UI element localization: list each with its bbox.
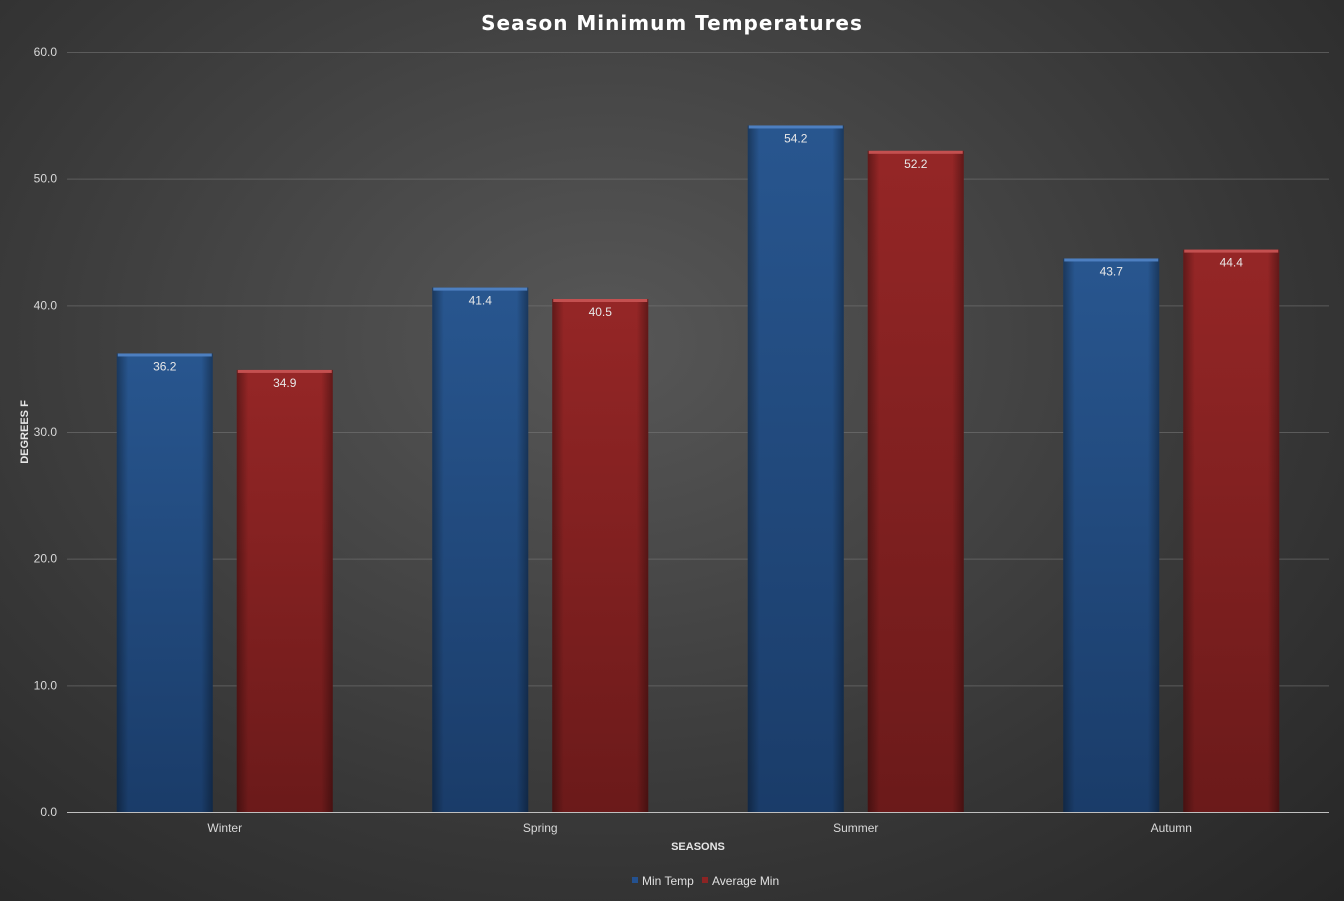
- legend-swatch-min-temp: [632, 877, 638, 883]
- legend-label-min-temp: Min Temp: [642, 874, 694, 888]
- bar-cap-winter-min-temp: [117, 353, 212, 357]
- x-tick-label-winter: Winter: [207, 821, 242, 835]
- data-label-autumn-min-temp: 43.7: [1100, 264, 1124, 278]
- data-labels: 36.2 34.9 41.4 40.5 54.2 52.2 43.7 44.4: [153, 131, 1243, 389]
- bar-shade-autumn-average-min: [1183, 249, 1280, 813]
- bar-shade-autumn-min-temp: [1063, 258, 1160, 812]
- bar-shade-spring-min-temp: [432, 287, 529, 813]
- data-label-spring-min-temp: 41.4: [469, 294, 493, 308]
- bar-cap-summer-average-min: [868, 150, 963, 154]
- bar-shade-summer-min-temp: [747, 125, 844, 812]
- legend-swatch-average-min: [702, 877, 708, 883]
- y-axis-tick-labels: 0.0 10.0 20.0 30.0 40.0 50.0 60.0: [34, 45, 58, 819]
- data-label-summer-min-temp: 54.2: [784, 131, 808, 145]
- data-label-summer-average-min: 52.2: [904, 157, 928, 171]
- bar-cap-spring-average-min: [553, 299, 648, 302]
- x-tick-label-autumn: Autumn: [1151, 821, 1192, 835]
- x-axis-tick-labels: Winter Spring Summer Autumn: [207, 821, 1192, 835]
- bar-cap-spring-min-temp: [433, 287, 528, 291]
- y-tick-label: 0.0: [40, 805, 57, 819]
- bar-cap-summer-min-temp: [748, 125, 843, 129]
- legend: Min Temp Average Min: [632, 874, 779, 888]
- data-label-winter-min-temp: 36.2: [153, 359, 177, 373]
- bar-shade-winter-average-min: [236, 369, 333, 812]
- legend-label-average-min: Average Min: [712, 874, 779, 888]
- bar-shade-winter-min-temp: [116, 353, 213, 812]
- bars: [116, 125, 1280, 813]
- bar-shade-summer-average-min: [867, 150, 964, 813]
- bar-cap-autumn-average-min: [1184, 249, 1279, 253]
- bar-cap-winter-average-min: [237, 369, 332, 373]
- data-label-winter-average-min: 34.9: [273, 376, 297, 390]
- y-tick-label: 20.0: [34, 552, 58, 566]
- bar-cap-autumn-min-temp: [1064, 258, 1159, 262]
- x-axis-title: SEASONS: [671, 841, 725, 853]
- y-tick-label: 50.0: [34, 172, 58, 186]
- y-tick-label: 30.0: [34, 425, 58, 439]
- data-label-spring-average-min: 40.5: [589, 305, 613, 319]
- chart-title: Season Minimum Temperatures: [481, 11, 863, 35]
- bar-shade-spring-average-min: [552, 299, 649, 812]
- data-label-autumn-average-min: 44.4: [1220, 256, 1244, 270]
- y-tick-label: 60.0: [34, 45, 58, 59]
- y-axis-title: DEGREES F: [19, 400, 31, 464]
- x-tick-label-spring: Spring: [523, 821, 558, 835]
- y-tick-label: 40.0: [34, 298, 58, 312]
- x-tick-label-summer: Summer: [833, 821, 878, 835]
- y-tick-label: 10.0: [34, 678, 58, 692]
